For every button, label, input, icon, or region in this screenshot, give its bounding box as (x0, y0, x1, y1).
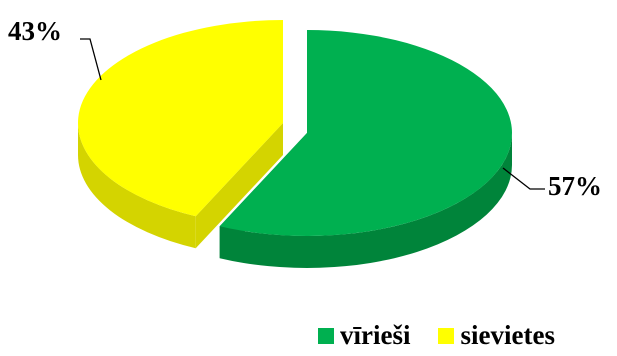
slice-cut-sievietes (195, 123, 283, 249)
slice-side-sievietes (77, 123, 196, 249)
slice-label-virieši: 57% (548, 171, 602, 201)
slice-sievietes (77, 20, 283, 217)
leader-line-sievietes (80, 38, 102, 81)
legend-swatch-virieši (318, 327, 334, 344)
legend-item-virieši: vīrieši (318, 320, 410, 351)
slice-label-sievietes: 43% (8, 16, 62, 46)
leader-lines (80, 38, 545, 190)
legend-label-sievietes: sievietes (460, 320, 555, 350)
slice-side-vīrieši (219, 133, 512, 268)
legend: vīrieši sievietes (318, 320, 555, 351)
leader-line-virieši (502, 167, 545, 190)
pie-tops (77, 20, 513, 236)
legend-label-virieši: vīrieši (340, 320, 411, 350)
legend-item-sievietes: sievietes (438, 320, 555, 351)
legend-swatch-sievietes (438, 327, 455, 344)
slice-vīrieši (219, 30, 513, 236)
